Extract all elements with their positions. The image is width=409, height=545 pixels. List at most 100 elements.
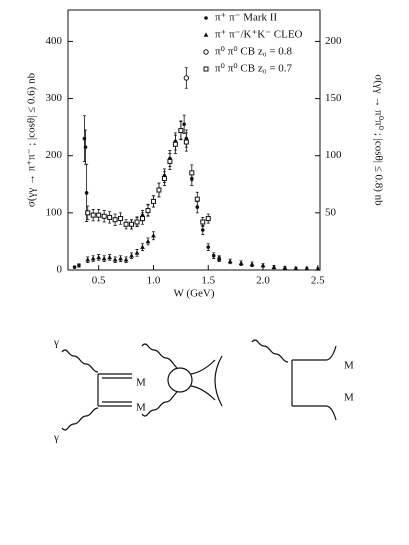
data-point	[151, 233, 156, 238]
data-point	[118, 216, 124, 222]
y-tick-label: 400	[46, 35, 63, 47]
diagram-middle	[141, 343, 223, 417]
data-point	[84, 191, 89, 195]
loop	[167, 367, 193, 393]
data-point	[304, 265, 310, 271]
data-point	[238, 260, 244, 265]
data-point	[90, 255, 96, 261]
data-point	[227, 258, 233, 264]
photon-line	[141, 391, 178, 417]
legend-marker	[204, 16, 208, 20]
data-point	[205, 216, 211, 222]
data-point	[83, 145, 88, 149]
data-point	[134, 250, 140, 255]
data-point	[129, 253, 134, 258]
diagram-label: M	[344, 360, 354, 372]
data-point	[182, 122, 186, 127]
y2-tick-label: 150	[325, 92, 342, 104]
data-point	[90, 212, 96, 218]
data-point	[112, 257, 118, 262]
data-point	[101, 213, 107, 219]
y-tick-label: 100	[46, 206, 63, 218]
data-point	[260, 262, 266, 268]
data-point	[206, 245, 211, 249]
data-point	[200, 228, 205, 232]
data-point	[194, 196, 200, 202]
data-point	[161, 176, 167, 182]
data-point	[216, 255, 222, 261]
x-tick-label: 1.5	[201, 275, 215, 287]
data-point	[200, 219, 206, 225]
data-point	[107, 214, 113, 220]
plot-frame	[67, 9, 321, 271]
meson-line	[190, 359, 216, 401]
data-point	[293, 265, 299, 271]
y2-tick-label: 50	[325, 206, 337, 218]
legend-label: π⁰ π⁰ CB z₀ = 0.8	[215, 46, 293, 58]
photon-line	[61, 407, 99, 431]
data-point	[178, 128, 184, 134]
photon-line	[61, 349, 99, 373]
data-point	[167, 158, 173, 164]
photon-line	[141, 343, 178, 369]
photon-line	[251, 339, 289, 363]
diagram-label: γ	[53, 432, 59, 444]
data-point	[129, 221, 135, 227]
data-point	[282, 265, 288, 270]
data-point	[72, 265, 77, 269]
legend-label: π⁺ π⁻ Mark II	[215, 12, 277, 24]
data-point	[172, 141, 178, 147]
data-point	[315, 266, 321, 271]
diagram-label: M	[136, 402, 146, 414]
x-tick-label: 1.0	[147, 275, 161, 287]
data-point	[189, 170, 195, 176]
data-point	[145, 238, 151, 244]
legend-label: π⁰ π⁰ CB z₀ = 0.7	[215, 63, 293, 75]
legend-label: π⁺ π⁻/K⁺K⁻ CLEO	[215, 29, 303, 41]
data-point	[118, 255, 123, 261]
diagram-left: γ M M γ	[53, 337, 146, 444]
legend-marker	[203, 49, 209, 55]
data-point	[211, 253, 216, 258]
x-tick-label: 0.5	[92, 275, 106, 287]
y-tick-label: 300	[46, 92, 63, 104]
y-tick-label: 200	[46, 149, 63, 161]
legend-marker	[203, 32, 209, 37]
diagram-label: M	[344, 392, 354, 404]
data-point	[271, 264, 277, 269]
data-point	[150, 198, 156, 204]
x-tick-label: 2.0	[256, 275, 270, 287]
data-point	[134, 219, 140, 225]
data-point	[112, 217, 118, 223]
y2-tick-label: 200	[325, 35, 342, 47]
data-point	[85, 257, 91, 262]
diagram-label: γ	[53, 337, 59, 349]
y2-axis-label: σ(γγ → π⁰π⁰ ; |cosθ| ≤ 0.8) nb	[372, 74, 384, 206]
data-point	[183, 139, 189, 145]
data-point	[156, 187, 162, 193]
y-axis-label: σ(γγ → π⁺π⁻ ; |cosθ| ≤ 0.6) nb	[26, 72, 38, 207]
data-point	[107, 254, 113, 260]
meson-line	[292, 345, 337, 421]
meson-line	[214, 355, 223, 407]
x-axis-label: W (GeV)	[173, 288, 214, 300]
legend-marker	[203, 66, 209, 72]
diagram-label: M	[136, 377, 146, 389]
data-point	[85, 210, 91, 216]
data-point	[96, 212, 102, 218]
y2-tick-label: 100	[325, 149, 342, 161]
data-point	[140, 216, 146, 222]
data-point	[123, 221, 129, 227]
data-point	[145, 208, 151, 214]
data-point	[140, 244, 145, 249]
data-point	[96, 254, 102, 260]
y-tick-label: 0	[57, 264, 63, 276]
data-point	[123, 257, 129, 262]
x-tick-label: 2.5	[311, 275, 325, 287]
data-point	[249, 261, 255, 267]
diagram-right: M M	[251, 339, 354, 421]
data-point	[77, 263, 81, 268]
data-point	[101, 255, 107, 261]
data-point	[183, 75, 190, 81]
